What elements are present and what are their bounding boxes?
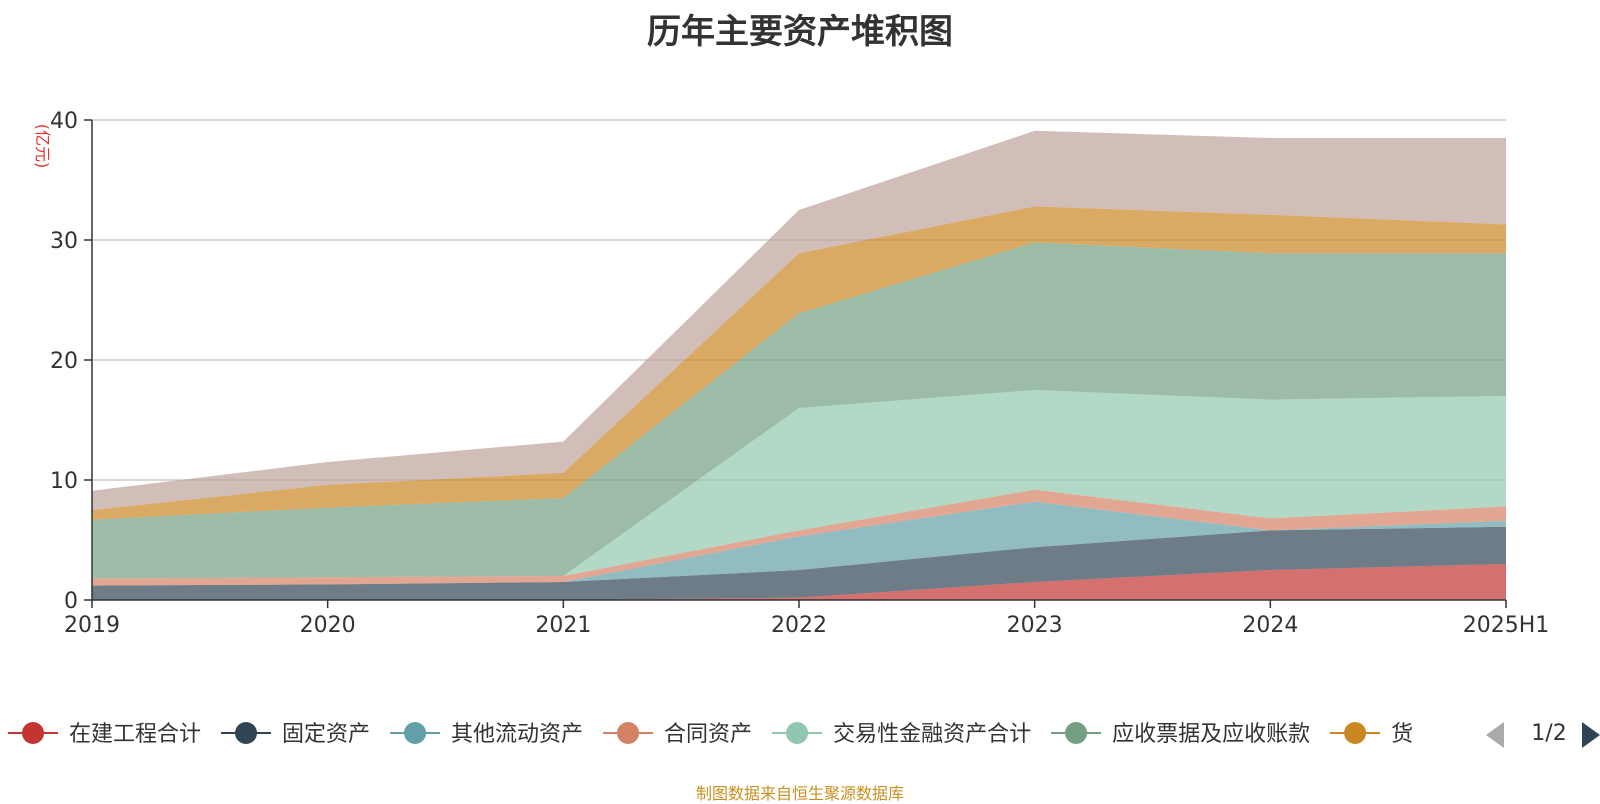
legend-item-3[interactable]: 其他流动资产	[390, 722, 583, 747]
x-tick-label: 2019	[64, 613, 120, 638]
legend[interactable]: 在建工程合计 固定资产 其他流动资产 合同资产 交易性金融资产合计 应收票据及应收账款 货 1…	[8, 721, 1600, 748]
x-tick-label: 2020	[300, 613, 356, 638]
y-tick-label: 0	[64, 589, 78, 614]
x-tick-label: 2024	[1242, 613, 1298, 638]
legend-item-4[interactable]: 合同资产	[603, 722, 752, 747]
legend-label: 在建工程合计	[69, 722, 201, 747]
area-series-3	[92, 501, 1506, 586]
axes: 0 10 20 30 40 2019 2020 2021 2022 2023 2024 2025H1 (…	[33, 109, 1549, 638]
area-series-1	[92, 564, 1506, 600]
x-tick-label: 2021	[535, 613, 591, 638]
area-series	[92, 130, 1506, 600]
legend-marker-icon	[404, 722, 427, 744]
legend-marker-icon	[235, 722, 258, 744]
area-series-8	[92, 130, 1506, 511]
legend-item-5[interactable]: 交易性金融资产合计	[772, 722, 1031, 747]
legend-marker-icon	[786, 722, 809, 744]
legend-marker-icon	[1065, 722, 1088, 744]
legend-item-7[interactable]: 货	[1330, 722, 1413, 747]
legend-item-2[interactable]: 固定资产	[221, 722, 370, 747]
y-tick-label: 40	[50, 109, 78, 134]
legend-next-icon[interactable]	[1582, 722, 1600, 748]
legend-label: 货	[1391, 722, 1413, 747]
source-note: 制图数据来自恒生聚源数据库	[695, 784, 904, 803]
legend-prev-icon[interactable]	[1486, 722, 1504, 748]
legend-marker-icon	[22, 722, 44, 744]
legend-page-indicator: 1/2	[1531, 721, 1566, 746]
legend-item-1[interactable]: 在建工程合计	[8, 722, 201, 747]
legend-item-6[interactable]: 应收票据及应收账款	[1051, 722, 1310, 747]
legend-label: 固定资产	[282, 722, 370, 747]
legend-marker-icon	[1344, 722, 1367, 744]
legend-label: 交易性金融资产合计	[833, 722, 1031, 747]
area-series-6	[92, 242, 1506, 579]
legend-label: 其他流动资产	[451, 722, 583, 747]
y-tick-label: 10	[50, 469, 78, 494]
legend-marker-icon	[617, 722, 640, 744]
area-series-4	[92, 489, 1506, 586]
y-unit-label: (亿元)	[33, 124, 52, 169]
y-tick-label: 30	[50, 229, 78, 254]
area-series-5	[92, 390, 1506, 579]
area-series-2	[92, 526, 1506, 600]
area-series-7	[92, 206, 1506, 520]
y-tick-label: 20	[50, 349, 78, 374]
legend-label: 应收票据及应收账款	[1112, 722, 1310, 747]
legend-label: 合同资产	[664, 722, 752, 747]
chart-title: 历年主要资产堆积图	[647, 12, 953, 52]
x-tick-label: 2025H1	[1463, 613, 1550, 638]
x-tick-label: 2022	[771, 613, 827, 638]
x-tick-label: 2023	[1007, 613, 1063, 638]
